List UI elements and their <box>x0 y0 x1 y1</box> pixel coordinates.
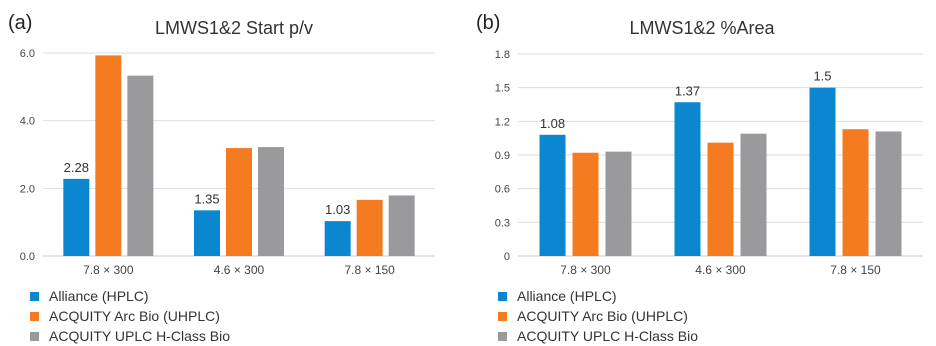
legend-item: ACQUITY Arc Bio (UHPLC) <box>498 306 698 326</box>
legend-item: Alliance (HPLC) <box>30 286 230 306</box>
x-tick-label: 4.6 × 300 <box>695 263 746 277</box>
legend: Alliance (HPLC) ACQUITY Arc Bio (UHPLC) … <box>30 286 230 346</box>
data-label: 1.5 <box>813 69 831 84</box>
bar <box>63 178 90 256</box>
bar <box>127 75 154 256</box>
chart-title: LMWS1&2 %Area <box>629 18 775 38</box>
bar <box>875 131 902 256</box>
legend-swatch-arc <box>30 311 39 321</box>
bar <box>539 134 566 256</box>
bar <box>740 133 767 256</box>
data-label: 1.03 <box>325 202 350 217</box>
data-label: 1.37 <box>675 83 700 98</box>
y-tick-label: 0 <box>504 251 510 263</box>
legend-swatch-arc <box>498 311 507 321</box>
bar <box>258 147 284 256</box>
legend-swatch-hclass <box>30 331 39 341</box>
bar <box>605 151 632 256</box>
x-tick-label: 7.8 × 150 <box>830 263 881 277</box>
bar-chart-plot: 0 0.3 0.6 0.9 1.2 1.5 1.8 1.08 7.8 × 300 1.37 4.6 … <box>495 49 923 277</box>
x-tick-label: 7.8 × 150 <box>344 263 395 277</box>
legend-label: ACQUITY Arc Bio (UHPLC) <box>49 308 220 324</box>
panel-label: (a) <box>8 12 33 34</box>
bar <box>707 142 734 256</box>
bar <box>226 148 252 256</box>
data-label: 1.35 <box>194 191 219 206</box>
legend-swatch-hclass <box>498 331 507 341</box>
chart-panel-b: (b) LMWS1&2 %Area 0 0.3 0.6 0.9 1.2 1.5 1.8 1.0… <box>468 0 936 344</box>
x-tick-label: 7.8 × 300 <box>83 263 134 277</box>
bar <box>842 129 869 256</box>
chart-title: LMWS1&2 Start p/v <box>154 18 314 38</box>
y-tick-label: 6.0 <box>20 48 35 60</box>
legend: Alliance (HPLC) ACQUITY Arc Bio (UHPLC) … <box>498 286 698 346</box>
y-tick-label: 4.0 <box>20 116 35 128</box>
x-tick-label: 7.8 × 300 <box>560 263 611 277</box>
y-tick-label: 1.8 <box>495 49 510 61</box>
y-tick-label: 0.0 <box>20 251 35 263</box>
bar <box>194 210 220 256</box>
bar <box>572 152 599 256</box>
legend-label: ACQUITY Arc Bio (UHPLC) <box>517 308 688 324</box>
bar <box>809 87 836 257</box>
chart-panel-a: (a) LMWS1&2 Start p/v 0.0 2.0 4.0 6.0 2.28 7.… <box>0 0 468 344</box>
bar <box>356 199 383 256</box>
bar <box>388 195 415 256</box>
legend-item: Alliance (HPLC) <box>498 286 698 306</box>
bar <box>674 102 701 256</box>
legend-swatch-alliance <box>498 291 507 301</box>
legend-swatch-alliance <box>30 291 39 301</box>
bar <box>95 55 122 256</box>
y-tick-label: 0.6 <box>495 184 510 196</box>
y-tick-label: 1.2 <box>495 116 510 128</box>
y-tick-label: 0.9 <box>495 150 510 162</box>
data-label: 2.28 <box>64 160 89 175</box>
legend-label: ACQUITY UPLC H-Class Bio <box>517 328 699 344</box>
legend-item: ACQUITY Arc Bio (UHPLC) <box>30 306 230 326</box>
legend-item: ACQUITY UPLC H-Class Bio <box>498 326 698 346</box>
legend-label: ACQUITY UPLC H-Class Bio <box>49 328 231 344</box>
legend-item: ACQUITY UPLC H-Class Bio <box>30 326 230 346</box>
data-label: 1.08 <box>540 116 565 131</box>
bar-chart-plot: 0.0 2.0 4.0 6.0 2.28 7.8 × 300 1.35 4.6 × 300 1.… <box>20 48 435 277</box>
y-tick-label: 1.5 <box>495 83 510 95</box>
panel-label: (b) <box>476 12 501 34</box>
y-tick-label: 2.0 <box>20 183 35 195</box>
x-tick-label: 4.6 × 300 <box>214 263 265 277</box>
legend-label: Alliance (HPLC) <box>517 288 617 304</box>
legend-label: Alliance (HPLC) <box>49 288 149 304</box>
y-tick-label: 0.3 <box>495 217 510 229</box>
bar <box>324 221 351 256</box>
